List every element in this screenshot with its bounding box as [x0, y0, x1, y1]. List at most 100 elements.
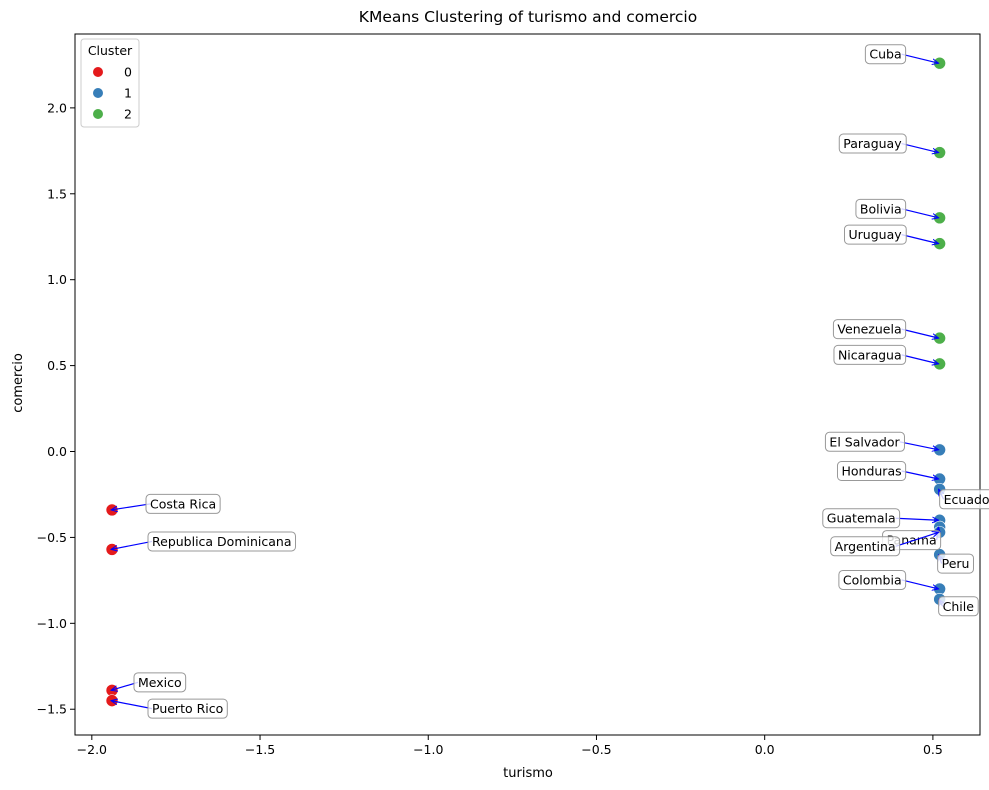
annotation-box [838, 133, 907, 154]
annotation: Honduras [836, 460, 907, 481]
annotation: Republica Dominicana [147, 531, 297, 552]
data-point [933, 357, 946, 371]
annotation-box [838, 569, 907, 590]
x-tick-label: −0.5 [581, 742, 611, 757]
annotation-label: Mexico [138, 675, 182, 690]
annotation: El Salvador [824, 431, 905, 452]
annotation-box [833, 344, 907, 365]
legend-marker [93, 109, 103, 119]
annotation: Chile [938, 596, 979, 617]
annotation: Cuba [864, 44, 907, 65]
legend-label: 0 [124, 65, 132, 80]
chart-title: KMeans Clustering of turismo and comerci… [359, 8, 697, 26]
annotation-label: Ecuador [944, 492, 989, 507]
x-tick-label: −1.0 [413, 742, 443, 757]
annotation-arrow [901, 470, 939, 479]
y-tick-label: 2.0 [47, 100, 67, 115]
annotation-label: Peru [942, 556, 970, 571]
plot-frame [74, 33, 981, 736]
annotation: Argentina [830, 536, 901, 557]
annotation: Venezuela [832, 319, 907, 340]
annotation-label: Cuba [869, 47, 901, 62]
legend-box [80, 38, 140, 128]
annotation-box [855, 198, 907, 219]
annotation: Peru [937, 553, 974, 574]
annotation-box [145, 493, 221, 514]
y-tick-label: 0.5 [47, 358, 67, 373]
annotation-label: Costa Rica [150, 496, 216, 511]
points-layer [105, 56, 946, 707]
annotation: Puerto Rico [147, 698, 228, 719]
axes: −2.0 −1.5 −1.0 −0.5 0.0 0.5 −1.5 −1.0 −0.5 0.0 0.5… [37, 33, 981, 757]
legend-marker [93, 88, 103, 98]
y-tick-label: 0.0 [47, 444, 67, 459]
annotation-arrow [895, 518, 939, 520]
data-point [933, 331, 946, 345]
annotation-box [939, 489, 989, 510]
annotation-box [147, 698, 228, 719]
annotation: Costa Rica [145, 493, 221, 514]
x-tick-label: 0.0 [755, 742, 775, 757]
data-point [933, 56, 946, 70]
annotation-arrow [901, 142, 939, 153]
data-point [933, 443, 946, 457]
legend-label: 1 [124, 86, 132, 101]
annotation: Guatemala [822, 508, 901, 529]
annotation-arrow [899, 441, 939, 450]
annotation-arrow [111, 701, 153, 710]
data-point [933, 237, 946, 250]
annotation-box [824, 431, 905, 452]
data-point [933, 146, 946, 159]
annotation-label: Republica Dominicana [152, 534, 292, 549]
annotation-label: Venezuela [837, 322, 901, 337]
annotation-label: Puerto Rico [152, 701, 223, 716]
annotation-arrow [901, 53, 939, 63]
legend: Cluster 0 1 2 [80, 38, 140, 128]
annotation: Mexico [133, 672, 187, 693]
y-tick-label: −0.5 [37, 530, 67, 545]
y-tick-label: −1.5 [37, 702, 67, 717]
annotation: Bolivia [855, 198, 907, 219]
x-tick-label: −2.0 [77, 742, 107, 757]
x-tick-label: −1.5 [245, 742, 275, 757]
y-axis-label: comercio [11, 353, 26, 413]
annotation-label: Chile [943, 599, 975, 614]
annotation-arrow [901, 208, 939, 218]
annotation-label: Argentina [835, 539, 896, 554]
annotation-label: Bolivia [860, 201, 902, 216]
annotation: Nicaragua [833, 344, 907, 365]
annotation: Ecuador [939, 489, 989, 510]
annotation-label: Uruguay [849, 227, 903, 242]
annotation-box [822, 508, 901, 529]
x-tick-label: 0.5 [923, 742, 943, 757]
annotation-box [133, 672, 187, 693]
annotation-box [836, 460, 907, 481]
annotation-arrow [895, 532, 939, 547]
y-tick-label: 1.0 [47, 272, 67, 287]
annotation-arrow [901, 354, 939, 364]
legend-label: 2 [124, 107, 132, 122]
x-axis-label: turismo [503, 766, 553, 781]
annotation-label: Guatemala [827, 511, 896, 526]
annotation-label: Colombia [843, 572, 902, 587]
annotation-arrow [111, 503, 151, 510]
annotation-box [844, 224, 907, 245]
annotations-layer: Cuba Paraguay Bolivia Uruguay Venezuela Nicar… [111, 44, 989, 719]
annotation-box [832, 319, 907, 340]
annotation-arrow [901, 328, 939, 338]
annotation-arrow [111, 540, 153, 549]
annotation-box [147, 531, 297, 552]
annotation-label: Honduras [841, 463, 901, 478]
legend-title: Cluster [88, 43, 133, 58]
annotation-box [864, 44, 907, 65]
annotation: Uruguay [844, 224, 907, 245]
annotation-box [938, 596, 979, 617]
annotation-label: Nicaragua [838, 347, 902, 362]
annotation-arrow [901, 234, 939, 244]
annotation: Colombia [838, 569, 907, 590]
y-tick-label: 1.5 [47, 186, 67, 201]
annotation: Paraguay [838, 133, 907, 154]
annotation-label: Paraguay [843, 136, 902, 151]
annotation-label: El Salvador [829, 434, 900, 449]
